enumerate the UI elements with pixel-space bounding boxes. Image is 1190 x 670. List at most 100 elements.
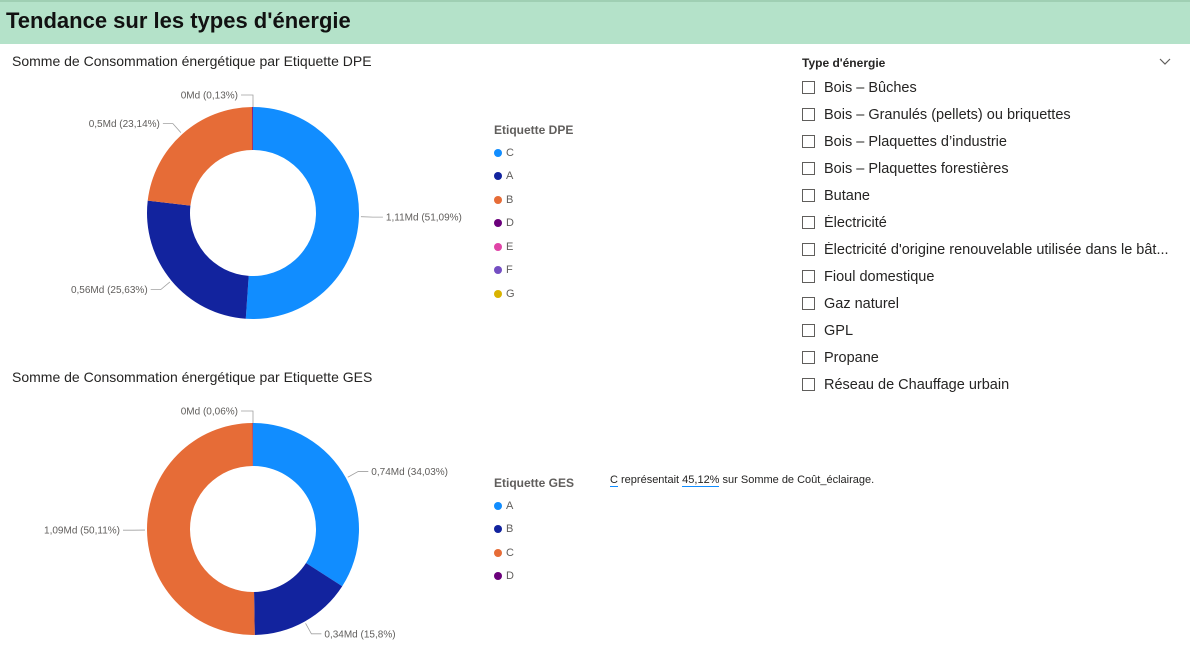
- checkbox[interactable]: [802, 324, 815, 337]
- legend-label: A: [506, 499, 514, 512]
- legend-label: C: [506, 546, 514, 559]
- donut-slice-B[interactable]: [147, 107, 253, 206]
- legend-label: D: [506, 217, 514, 230]
- legend-label: B: [506, 523, 514, 536]
- legend-item[interactable]: D: [494, 565, 574, 589]
- legend-item[interactable]: B: [494, 518, 574, 542]
- legend-title-ges: Etiquette GES: [494, 476, 575, 490]
- slicer-item[interactable]: Électricité d'origine renouvelable utili…: [798, 236, 1178, 263]
- slicer-item[interactable]: Bois – Plaquettes forestières: [798, 155, 1178, 182]
- legend-item[interactable]: C: [494, 141, 573, 165]
- leader-line: [305, 623, 322, 635]
- slicer-item[interactable]: Gaz naturel: [798, 290, 1178, 317]
- donut-slice-D[interactable]: [252, 107, 253, 151]
- slicer-item-label: Butane: [824, 187, 870, 204]
- narrative-category[interactable]: C: [610, 474, 618, 487]
- checkbox[interactable]: [802, 351, 815, 364]
- legend-marker: [494, 219, 502, 228]
- donut-slice-C[interactable]: [146, 423, 255, 635]
- data-label: 0Md (0,06%): [181, 407, 238, 418]
- checkbox[interactable]: [802, 270, 815, 283]
- legend-marker: [494, 572, 502, 581]
- slicer-item[interactable]: Électricité: [798, 209, 1178, 236]
- page-header: Tendance sur les types d'énergie: [0, 0, 1190, 44]
- slicer-item[interactable]: Bois – Plaquettes d’industrie: [798, 128, 1178, 155]
- smart-narrative: C représentait 45,12% sur Somme de Coût_…: [610, 474, 874, 487]
- slicer-item-label: Bois – Granulés (pellets) ou briquettes: [824, 106, 1071, 123]
- checkbox[interactable]: [802, 297, 815, 310]
- checkbox[interactable]: [802, 108, 815, 121]
- narrative-text-1: représentait: [617, 474, 683, 486]
- leader-line: [241, 410, 254, 423]
- legend-item[interactable]: A: [494, 165, 573, 189]
- checkbox[interactable]: [802, 189, 815, 202]
- slicer-header: Type d'énergie: [798, 52, 1178, 72]
- slicer-item[interactable]: Réseau de Chauffage urbain: [798, 371, 1178, 398]
- legend-title-dpe: Etiquette DPE: [494, 123, 574, 137]
- slicer-item-label: Bois – Bûches: [824, 79, 917, 96]
- legend-item[interactable]: B: [494, 188, 573, 212]
- slicer-item[interactable]: Bois – Granulés (pellets) ou briquettes: [798, 101, 1178, 128]
- donut-chart-ges[interactable]: 0,74Md (34,03%) 0,34Md (15,8%) 1,09Md (50,…: [0, 376, 480, 666]
- data-label: 0Md (0,13%): [181, 91, 238, 102]
- checkbox[interactable]: [802, 162, 815, 175]
- page-title: Tendance sur les types d'énergie: [6, 8, 351, 33]
- legend-label: A: [506, 170, 514, 183]
- header-top-border: [0, 0, 1190, 2]
- legend-marker: [494, 266, 502, 275]
- slicer-item-label: Fioul domestique: [824, 268, 935, 285]
- checkbox[interactable]: [802, 378, 815, 391]
- data-label: 0,56Md (25,63%): [71, 285, 148, 296]
- donut-chart-dpe[interactable]: 1,11Md (51,09%) 0,56Md (25,63%) 0,5Md (23,…: [0, 60, 480, 350]
- leader-line: [347, 471, 369, 478]
- legend-item[interactable]: D: [494, 212, 573, 236]
- slicer-item-label: Réseau de Chauffage urbain: [824, 376, 1010, 393]
- legend-label: E: [506, 240, 514, 253]
- checkbox[interactable]: [802, 216, 815, 229]
- legend-marker: [494, 172, 502, 181]
- narrative-percent[interactable]: 45,12%: [682, 474, 720, 487]
- legend-item[interactable]: E: [494, 235, 573, 259]
- legend-label: B: [506, 193, 514, 206]
- slicer-item[interactable]: Butane: [798, 182, 1178, 209]
- legend-marker: [494, 148, 502, 157]
- slicer-item-label: Gaz naturel: [824, 295, 899, 312]
- leader-line: [150, 281, 171, 291]
- checkbox[interactable]: [802, 243, 815, 256]
- donut-slice-A[interactable]: [147, 200, 249, 319]
- donut-slice-A[interactable]: [253, 423, 359, 587]
- slicer-item[interactable]: Bois – Bûches: [798, 74, 1178, 101]
- donut-slice-B[interactable]: [254, 563, 343, 635]
- legend-marker: [494, 548, 502, 557]
- slicer-item[interactable]: GPL: [798, 317, 1178, 344]
- legend-marker: [494, 525, 502, 534]
- legend-item[interactable]: A: [494, 494, 574, 518]
- legend-item[interactable]: G: [494, 282, 573, 306]
- legend-label: G: [506, 287, 515, 300]
- slicer-item-label: Électricité: [824, 214, 887, 231]
- checkbox[interactable]: [802, 135, 815, 148]
- data-label: 1,09Md (50,11%): [44, 526, 120, 537]
- legend-marker: [494, 242, 502, 251]
- donut-slice-C[interactable]: [245, 107, 359, 319]
- legend-item[interactable]: C: [494, 541, 574, 565]
- chart-title-dpe: Somme de Consommation énergétique par Et…: [12, 53, 372, 69]
- legend-marker: [494, 501, 502, 510]
- slicer-item[interactable]: Propane: [798, 344, 1178, 371]
- checkbox[interactable]: [802, 81, 815, 94]
- chevron-down-icon[interactable]: [1158, 54, 1172, 68]
- legend-marker: [494, 289, 502, 298]
- slicer-item-label: Bois – Plaquettes d’industrie: [824, 133, 1007, 150]
- chart-title-ges: Somme de Consommation énergétique par Et…: [12, 369, 373, 385]
- data-label: 0,74Md (34,03%): [371, 467, 448, 478]
- data-label: 0,5Md (23,14%): [89, 119, 160, 130]
- slicer-item-label: GPL: [824, 322, 854, 339]
- legend-item[interactable]: F: [494, 259, 573, 283]
- slicer-item[interactable]: Fioul domestique: [798, 263, 1178, 290]
- slicer-item-label: Propane: [824, 349, 879, 366]
- slicer-item-label: Bois – Plaquettes forestières: [824, 160, 1009, 177]
- data-label: 1,11Md (51,09%): [386, 213, 462, 224]
- energy-type-slicer: Type d'énergie Bois – Bûches Bois – Granu…: [798, 52, 1178, 398]
